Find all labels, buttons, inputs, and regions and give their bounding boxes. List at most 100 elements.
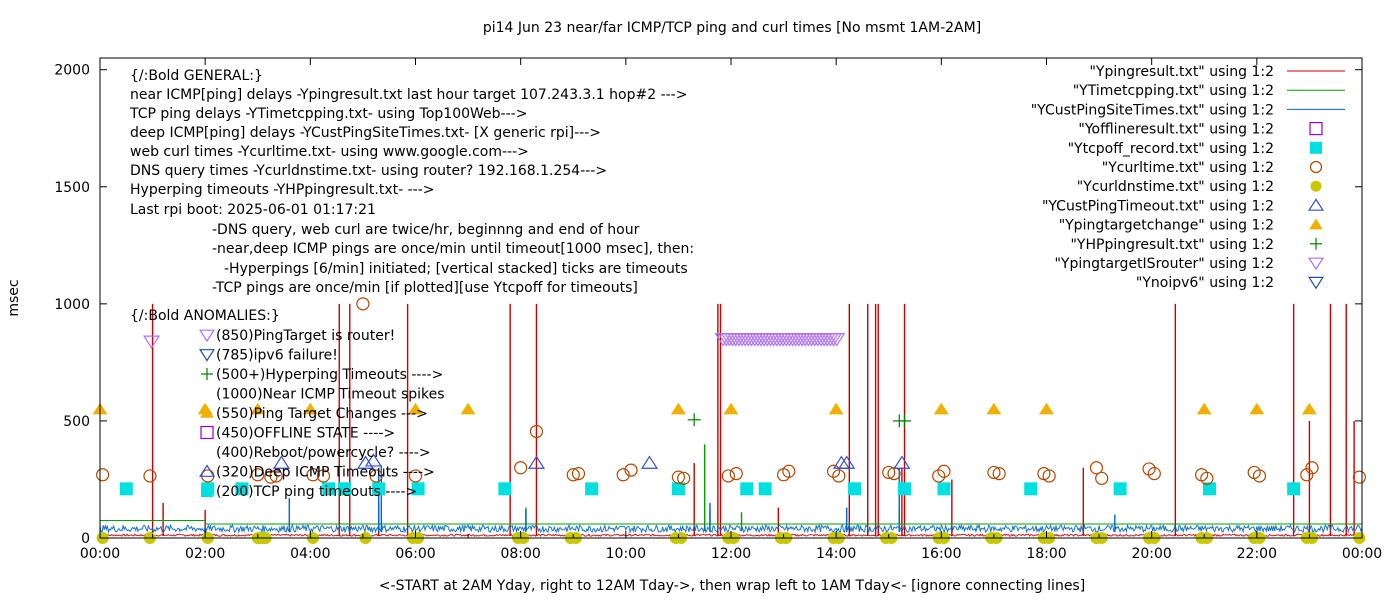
marker-shape [364,453,383,467]
data-point [306,468,320,482]
marker-shape [1352,470,1366,484]
data-point [1147,467,1161,481]
series-9 [687,413,912,428]
marker-shape [887,467,901,481]
x-tick-label: 08:00 [500,546,540,562]
marker-shape [356,297,370,311]
marker-shape [96,468,110,482]
marker-shape [1095,471,1109,485]
marker-shape [571,467,586,481]
marker-shape [119,482,133,496]
marker-shape [1142,462,1156,476]
marker-shape [302,402,318,415]
data-point [316,469,331,483]
legend-label: "YpingtargetISrouter" using 1:2 [1054,256,1274,272]
marker-shape [640,455,659,469]
data-point [670,402,686,415]
data-point [1203,482,1217,496]
data-point [356,455,375,469]
marker-shape [670,402,686,415]
marker-shape [369,469,383,483]
marker-shape [250,402,266,415]
marker-shape [624,463,638,477]
data-point [269,469,283,483]
data-point [408,402,423,415]
data-point [882,465,896,480]
marker-shape [356,455,375,469]
legend-label: "Ytcpoff_record.txt" using 1:2 [1068,141,1274,157]
data-point [1287,482,1301,496]
marker-shape [677,471,691,485]
series-line [100,519,1362,525]
data-point [411,482,425,496]
data-point [937,482,951,496]
data-point [848,482,862,496]
marker-shape [723,402,739,415]
anomaly-key-symbol [199,464,215,477]
marker-shape [898,482,912,496]
data-point [740,482,754,496]
anomaly-key-symbol [200,425,214,440]
legend-label: "Ycurltime.txt" using 1:2 [1102,160,1274,176]
marker-shape [235,482,249,496]
marker-shape [616,468,630,482]
data-point [250,402,266,415]
marker-shape [498,482,512,496]
legend: "Ypingresult.txt" using 1:2 "YTimetcpping… [1031,64,1345,291]
marker-shape [1024,482,1038,496]
data-point [721,469,735,483]
marker-shape [1309,218,1323,230]
chart-title: pi14 Jun 23 near/far ICMP/TCP ping and c… [483,20,981,36]
anomaly-key-text: (450)OFFLINE STATE ----> [216,426,395,442]
anomaly-key-text: (200)TCP ping timeouts ----> [216,484,417,500]
marker-shape [322,482,336,496]
annotation-line: deep ICMP[ping] delays -YCustPingSiteTim… [130,125,601,141]
anomaly-key-symbol [201,485,213,497]
marker-shape [338,482,352,496]
data-point [887,467,901,481]
data-point [898,482,912,496]
data-point [119,482,133,496]
data-point [826,464,841,478]
legend-label: "Ynoipv6" using 1:2 [1136,275,1274,291]
series-7 [272,453,911,469]
marker-shape [838,455,856,469]
marker-shape [1089,461,1104,475]
legend-label: "Yofflineresult.txt" using 1:2 [1078,122,1274,138]
data-point [527,455,546,469]
data-point [1095,471,1109,485]
series-10 [142,333,846,349]
marker-shape [671,470,686,484]
y-tick-label: 1000 [54,297,90,313]
annotation-line: web curl times -Ycurltime.txt- using www… [130,144,529,160]
x-tick-label: 12:00 [711,546,751,562]
data-point [143,469,157,483]
legend-label: "Ypingtargetchange" using 1:2 [1059,218,1274,234]
x-tick-label: 16:00 [921,546,961,562]
legend-swatch [1309,121,1323,136]
data-point [992,467,1006,481]
marker-shape [740,482,754,496]
data-point [251,468,265,482]
legend-swatch [1308,276,1324,290]
x-tick-label: 00:00 [80,546,120,562]
data-point [142,335,161,349]
y-tick-label: 2000 [54,63,90,79]
data-point [566,468,580,482]
marker-shape [1310,180,1322,192]
data-point [933,402,949,415]
series-8 [92,402,1317,415]
x-tick-label: 22:00 [1237,546,1277,562]
annotation-line: DNS query times -Ycurldnstime.txt- using… [130,163,607,179]
anomaly-key-text: (400)Reboot/powercycle? ----> [216,445,431,461]
data-point [529,424,544,439]
data-point [1301,402,1317,415]
legend-label: "YHPpingresult.txt" using 1:2 [1070,237,1274,253]
annotation-line: -Hyperpings [6/min] initiated; [vertical… [224,261,688,277]
marker-shape [411,482,425,496]
data-point [616,468,630,482]
marker-shape [142,335,161,349]
axes: 00:00 02:00 04:00 06:00 08:00 10:00 12:00 14:00… [54,58,1382,562]
marker-shape [529,424,544,439]
